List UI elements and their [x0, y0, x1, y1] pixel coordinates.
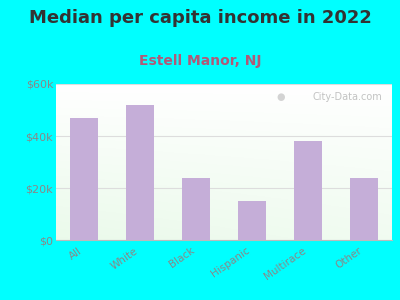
- Text: ●: ●: [276, 92, 284, 102]
- Bar: [350, 178, 378, 240]
- Text: Estell Manor, NJ: Estell Manor, NJ: [139, 54, 261, 68]
- Bar: [70, 118, 98, 240]
- Bar: [182, 178, 210, 240]
- Bar: [126, 105, 154, 240]
- Bar: [294, 141, 322, 240]
- Bar: [238, 201, 266, 240]
- Text: City-Data.com: City-Data.com: [312, 92, 382, 102]
- Text: Median per capita income in 2022: Median per capita income in 2022: [28, 9, 372, 27]
